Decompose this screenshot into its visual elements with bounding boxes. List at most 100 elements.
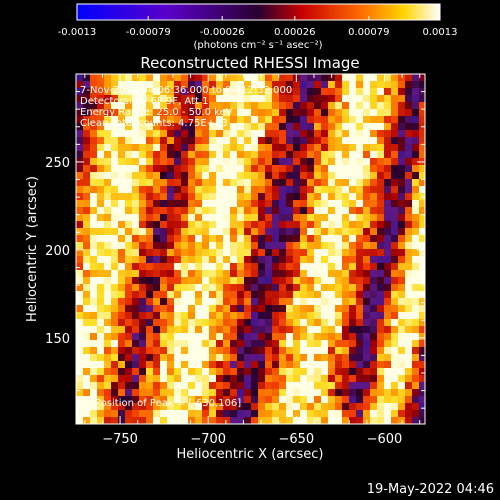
- heatmap-cell: [104, 291, 112, 299]
- heatmap-cell: [90, 137, 98, 145]
- heatmap-cell: [97, 263, 105, 271]
- heatmap-cell: [307, 340, 315, 348]
- heatmap-cell: [111, 368, 119, 376]
- heatmap-cell: [216, 221, 224, 229]
- heatmap-cell: [328, 410, 336, 418]
- heatmap-cell: [202, 81, 210, 89]
- heatmap-cell: [356, 102, 364, 110]
- heatmap-cell: [279, 165, 287, 173]
- heatmap-cell: [321, 403, 329, 411]
- heatmap-cell: [272, 410, 280, 418]
- heatmap-cell: [118, 347, 126, 355]
- heatmap-cell: [342, 137, 350, 145]
- heatmap-cell: [258, 403, 266, 411]
- heatmap-cell: [76, 375, 84, 383]
- heatmap-cell: [335, 102, 343, 110]
- heatmap-cell: [139, 249, 147, 257]
- heatmap-cell: [244, 382, 252, 390]
- heatmap-cell: [174, 74, 182, 82]
- heatmap-cell: [111, 88, 119, 96]
- heatmap-cell: [76, 263, 84, 271]
- heatmap-cell: [230, 354, 238, 362]
- heatmap-cell: [160, 354, 168, 362]
- heatmap-cell: [237, 270, 245, 278]
- heatmap-cell: [125, 88, 133, 96]
- heatmap-cell: [209, 74, 217, 82]
- heatmap-cell: [244, 368, 252, 376]
- heatmap-cell: [146, 228, 154, 236]
- heatmap-cell: [97, 172, 105, 180]
- heatmap-cell: [370, 368, 378, 376]
- heatmap-cell: [293, 403, 301, 411]
- heatmap-cell: [83, 361, 91, 369]
- heatmap-cell: [258, 207, 266, 215]
- heatmap-cell: [104, 193, 112, 201]
- heatmap-cell: [335, 242, 343, 250]
- heatmap-cell: [132, 81, 140, 89]
- heatmap-cell: [76, 242, 84, 250]
- heatmap-cell: [216, 361, 224, 369]
- heatmap-cell: [391, 123, 399, 131]
- heatmap-cell: [139, 193, 147, 201]
- heatmap-cell: [335, 277, 343, 285]
- heatmap-cell: [307, 298, 315, 306]
- heatmap-cell: [335, 228, 343, 236]
- heatmap-cell: [76, 102, 84, 110]
- heatmap-cell: [321, 235, 329, 243]
- heatmap-cell: [328, 312, 336, 320]
- heatmap-cell: [335, 109, 343, 117]
- heatmap-cell: [328, 368, 336, 376]
- heatmap-cell: [195, 130, 203, 138]
- heatmap-cell: [230, 368, 238, 376]
- heatmap-cell: [419, 396, 425, 404]
- heatmap-cell: [405, 347, 413, 355]
- heatmap-cell: [293, 123, 301, 131]
- heatmap-cell: [230, 382, 238, 390]
- heatmap-cell: [272, 403, 280, 411]
- heatmap-cell: [188, 130, 196, 138]
- heatmap-cell: [160, 186, 168, 194]
- heatmap-cell: [314, 340, 322, 348]
- heatmap-cell: [83, 186, 91, 194]
- heatmap-cell: [188, 74, 196, 82]
- heatmap-cell: [314, 172, 322, 180]
- heatmap-cell: [258, 298, 266, 306]
- heatmap-cell: [97, 214, 105, 222]
- heatmap-cell: [377, 382, 385, 390]
- heatmap-cell: [279, 312, 287, 320]
- heatmap-cell: [342, 144, 350, 152]
- heatmap-cell: [188, 249, 196, 257]
- heatmap-cell: [174, 305, 182, 313]
- heatmap-cell: [419, 256, 425, 264]
- heatmap-cell: [377, 340, 385, 348]
- heatmap-cell: [146, 116, 154, 124]
- heatmap-cell: [377, 207, 385, 215]
- heatmap-cell: [90, 263, 98, 271]
- heatmap-cell: [167, 256, 175, 264]
- heatmap-cell: [202, 263, 210, 271]
- heatmap-cell: [76, 340, 84, 348]
- heatmap-cell: [342, 410, 350, 418]
- heatmap-cell: [90, 333, 98, 341]
- heatmap-cell: [76, 312, 84, 320]
- heatmap-cell: [160, 235, 168, 243]
- heatmap-cell: [83, 368, 91, 376]
- heatmap-cell: [293, 333, 301, 341]
- heatmap-cell: [83, 130, 91, 138]
- heatmap-cell: [258, 95, 266, 103]
- heatmap-cell: [272, 368, 280, 376]
- heatmap-cell: [279, 214, 287, 222]
- heatmap-cell: [230, 389, 238, 397]
- heatmap-cell: [76, 305, 84, 313]
- heatmap-cell: [160, 130, 168, 138]
- heatmap-cell: [419, 151, 425, 159]
- heatmap-cell: [272, 291, 280, 299]
- heatmap-cell: [370, 340, 378, 348]
- heatmap-cell: [132, 305, 140, 313]
- heatmap-cell: [167, 382, 175, 390]
- heatmap-cell: [335, 263, 343, 271]
- heatmap-cell: [377, 172, 385, 180]
- heatmap-cell: [90, 340, 98, 348]
- heatmap-cell: [321, 298, 329, 306]
- heatmap-cell: [251, 214, 259, 222]
